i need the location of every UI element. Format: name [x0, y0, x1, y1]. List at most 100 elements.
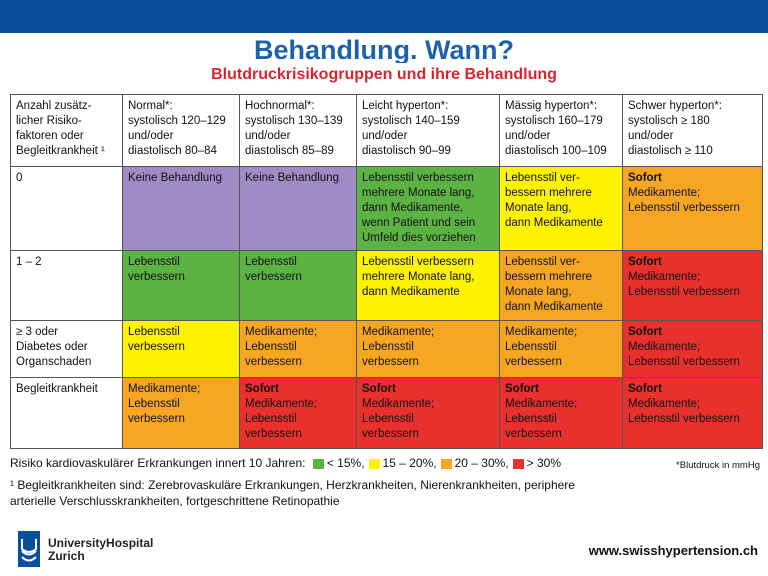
cell-line: Lebensstil verbessern: [628, 202, 740, 214]
bp-category-header: Leicht hyperton*: systolisch 140–159 und/o…: [356, 94, 500, 167]
bp-category-header: Normal*: systolisch 120–129 und/oder diasto…: [122, 94, 240, 167]
website-link[interactable]: www.swisshypertension.ch: [588, 543, 758, 558]
treatment-cell: Lebensstil verbessern: [122, 320, 240, 378]
cell-line: Lebensstil: [505, 341, 557, 353]
cell-line: Medikamente;: [245, 326, 318, 338]
cell-line: wenn Patient und sein: [362, 217, 476, 229]
footnote: ¹ Begleitkrankheiten sind: Zerebrovaskul…: [10, 477, 650, 509]
cell-line: Lebensstil: [128, 398, 180, 410]
treatment-cell: Medikamente; Lebensstil verbessern: [122, 377, 240, 449]
cell-line: verbessern: [128, 271, 185, 283]
cell-line: verbessern: [505, 428, 562, 440]
urgency-label: Sofort: [628, 172, 662, 184]
treatment-cell: Sofort Medikamente; Lebensstil verbessern: [239, 377, 357, 449]
cell-line: Lebensstil: [245, 341, 297, 353]
bp-category-header: Hochnormal*: systolisch 130–139 und/oder di…: [239, 94, 357, 167]
legend-swatch: [440, 458, 452, 469]
legend-label: > 30%: [526, 456, 561, 470]
legend-label: 15 – 20%,: [382, 456, 437, 470]
cell-line: systolisch ≥ 180: [628, 115, 710, 127]
cell-line: faktoren oder: [16, 130, 84, 142]
cell-line: diastolisch 100–109: [505, 145, 607, 157]
cell-line: verbessern: [505, 356, 562, 368]
cell-line: bessern mehrere: [505, 271, 592, 283]
cell-line: mehrere Monate lang,: [362, 271, 475, 283]
treatment-cell: Lebensstil ver-bessern mehrere Monate lan…: [499, 166, 623, 251]
cell-line: licher Risiko-: [16, 115, 82, 127]
treatment-cell: Sofort Medikamente; Lebensstil verbessern: [622, 320, 763, 378]
cell-line: Medikamente;: [628, 341, 701, 353]
cell-line: und/oder: [362, 130, 408, 142]
institution-name: UniversityHospital Zurich: [48, 537, 153, 563]
cell-line: ≥ 3 oder: [16, 326, 59, 338]
cell-line: verbessern: [128, 341, 185, 353]
bp-category-header: Schwer hyperton*: systolisch ≥ 180 und/ode…: [622, 94, 763, 167]
header-row: Anzahl zusätz-licher Risiko-faktoren ode…: [10, 94, 763, 167]
cell-line: Mässig hyperton*:: [505, 100, 598, 112]
cell-line: verbessern: [245, 356, 302, 368]
table-row: 0 Keine Behandlung Keine Behandlung Lebenss…: [10, 166, 763, 251]
university-hospital-logo-icon: [18, 531, 40, 567]
cell-line: diastolisch 80–84: [128, 145, 217, 157]
institution-line-1: UniversityHospital: [48, 536, 154, 550]
top-banner: [0, 0, 768, 33]
risk-factor-column-header: Anzahl zusätz-licher Risiko-faktoren ode…: [10, 94, 123, 167]
cell-line: dann Medikamente: [505, 301, 603, 313]
cell-line: Monate lang,: [505, 286, 572, 298]
cell-line: Medikamente;: [245, 398, 318, 410]
treatment-cell: Sofort Medikamente; Lebensstil verbessern: [622, 250, 763, 321]
cell-line: Medikamente;: [505, 398, 578, 410]
cell-line: dann Medikamente: [362, 286, 460, 298]
cell-line: verbessern: [362, 428, 419, 440]
cell-line: Monate lang,: [505, 202, 572, 214]
legend-label: < 15%,: [326, 456, 365, 470]
treatment-cell: Sofort Medikamente; Lebensstil verbessern: [499, 377, 623, 449]
cell-line: Lebensstil: [362, 341, 414, 353]
cell-line: Lebensstil verbessern: [362, 256, 474, 268]
bp-unit-note: *Blutdruck in mmHg: [676, 460, 760, 471]
cell-line: 0: [16, 172, 23, 184]
cell-line: verbessern: [128, 413, 185, 425]
treatment-cell: Medikamente; Lebensstil verbessern: [239, 320, 357, 378]
legend-swatch: [512, 458, 524, 469]
treatment-cell: Medikamente; Lebensstil verbessern: [356, 320, 500, 378]
treatment-cell: Sofort Medikamente; Lebensstil verbessern: [356, 377, 500, 449]
cell-line: Lebensstil ver-: [505, 256, 580, 268]
treatment-cell: Lebensstil verbessern mehrere Monate lang…: [356, 166, 500, 251]
bp-category-header: Mässig hyperton*: systolisch 160–179 und/o…: [499, 94, 623, 167]
cell-line: und/oder: [245, 130, 291, 142]
cell-line: Diabetes oder: [16, 341, 88, 353]
treatment-cell: Keine Behandlung: [239, 166, 357, 251]
treatment-cell: Lebensstil ver-bessern mehrere Monate lan…: [499, 250, 623, 321]
cell-line: Medikamente;: [505, 326, 578, 338]
cell-line: Medikamente;: [362, 326, 435, 338]
cell-line: diastolisch ≥ 110: [628, 145, 713, 157]
cell-line: diastolisch 85–89: [245, 145, 334, 157]
risk-factor-label: ≥ 3 oder Diabetes oder Organschaden: [10, 320, 123, 378]
cell-line: Leicht hyperton*:: [362, 100, 449, 112]
cell-line: verbessern: [245, 428, 302, 440]
cell-line: Lebensstil: [362, 413, 414, 425]
institution-line-2: Zurich: [48, 549, 85, 563]
table-row: Begleitkrankheit Medikamente; Lebensstil ve…: [10, 377, 763, 449]
table-row: ≥ 3 oder Diabetes oder Organschaden Lebenss…: [10, 320, 763, 378]
cell-line: Lebensstil: [128, 326, 180, 338]
legend-swatch: [368, 458, 380, 469]
cell-line: Lebensstil: [245, 256, 297, 268]
urgency-label: Sofort: [505, 383, 539, 395]
urgency-label: Sofort: [245, 383, 279, 395]
cell-line: Keine Behandlung: [128, 172, 222, 184]
treatment-cell: Lebensstil verbessern mehrere Monate lang…: [356, 250, 500, 321]
risk-legend: Risiko kardiovaskulärer Erkrankungen inn…: [10, 456, 762, 470]
page-title: Behandlung. Wann?: [254, 35, 514, 63]
cell-line: und/oder: [505, 130, 551, 142]
cell-line: Umfeld dies vorziehen: [362, 232, 476, 244]
cell-line: Medikamente;: [628, 187, 701, 199]
cell-line: Lebensstil verbessern: [628, 286, 740, 298]
treatment-cell: Lebensstil verbessern: [239, 250, 357, 321]
urgency-label: Sofort: [628, 383, 662, 395]
cell-line: Keine Behandlung: [245, 172, 339, 184]
cell-line: dann Medikamente,: [362, 202, 464, 214]
cell-line: dann Medikamente: [505, 217, 603, 229]
risk-factor-label: 0: [10, 166, 123, 251]
